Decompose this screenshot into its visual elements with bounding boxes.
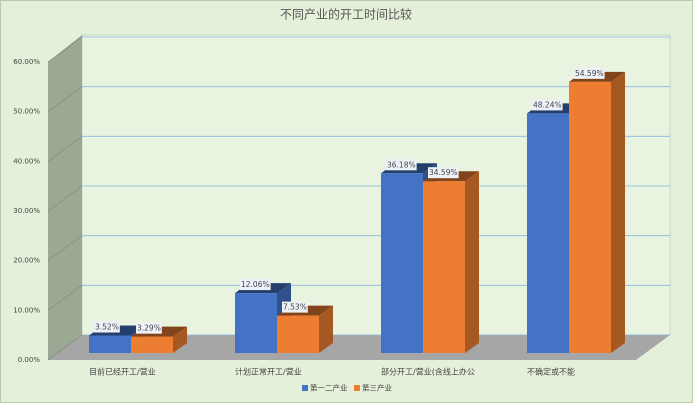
legend-swatch xyxy=(302,385,308,391)
y-tick-label: 30.00% xyxy=(13,207,40,215)
side-wall xyxy=(48,35,82,360)
grid-line-side xyxy=(47,285,83,311)
bar-face xyxy=(131,336,173,353)
grid-line-side xyxy=(47,136,83,162)
value-label: 54.59% xyxy=(575,69,604,78)
bar-face xyxy=(569,81,611,354)
value-label-bg xyxy=(136,322,162,334)
value-label: 36.18% xyxy=(387,160,416,169)
bar xyxy=(423,171,479,353)
bar-face xyxy=(465,171,479,353)
value-label: 3.52% xyxy=(95,323,119,332)
legend-swatch xyxy=(353,385,360,391)
bar-face xyxy=(423,181,465,353)
value-label-bg xyxy=(428,167,459,179)
bar-face xyxy=(527,113,569,354)
y-tick-label: 60.00% xyxy=(13,58,40,66)
bar xyxy=(277,305,333,353)
value-label: 7.53% xyxy=(283,303,307,312)
bar-face xyxy=(235,293,277,353)
value-label: 48.24% xyxy=(533,100,562,109)
bar xyxy=(569,71,625,354)
value-label: 34.59% xyxy=(429,168,458,177)
value-label-bg xyxy=(240,279,271,291)
y-tick-label: 50.00% xyxy=(13,108,40,116)
y-tick-label: 20.00% xyxy=(13,257,40,265)
x-tick-label: 目前已经开工/营业 xyxy=(89,367,156,377)
x-tick-label: 部分开工/营业(含线上办公 xyxy=(381,367,475,377)
value-label: 3.29% xyxy=(137,324,161,333)
bar-face xyxy=(611,71,625,354)
value-label-bg xyxy=(532,99,563,111)
value-label-bg xyxy=(386,159,417,171)
grid-line-side xyxy=(47,36,83,63)
x-tick-label: 计划正常开工/营业 xyxy=(235,367,302,377)
value-label-bg xyxy=(94,321,120,333)
grid-line-side xyxy=(47,185,83,212)
bar-face xyxy=(173,326,187,353)
legend-label: 第一二产业 xyxy=(310,383,348,393)
grid-line-side xyxy=(47,235,83,261)
legend-label: 第三产业 xyxy=(362,383,392,393)
y-tick-label: 0.00% xyxy=(18,356,41,364)
bar-face xyxy=(381,173,423,353)
y-tick-label: 10.00% xyxy=(13,306,40,314)
bar-face xyxy=(89,335,131,353)
bar-face xyxy=(319,305,333,353)
value-label-bg xyxy=(574,67,605,79)
grid-line-side xyxy=(47,334,83,361)
chart-title: 不同产业的开工时间比较 xyxy=(280,7,412,22)
value-label: 12.06% xyxy=(241,280,270,289)
value-label-bg xyxy=(282,301,308,313)
grid-line-side xyxy=(47,86,83,112)
floor xyxy=(48,335,670,360)
y-tick-label: 40.00% xyxy=(13,157,40,165)
x-tick-label: 不确定或不能 xyxy=(527,367,575,377)
bar-face xyxy=(277,315,319,353)
